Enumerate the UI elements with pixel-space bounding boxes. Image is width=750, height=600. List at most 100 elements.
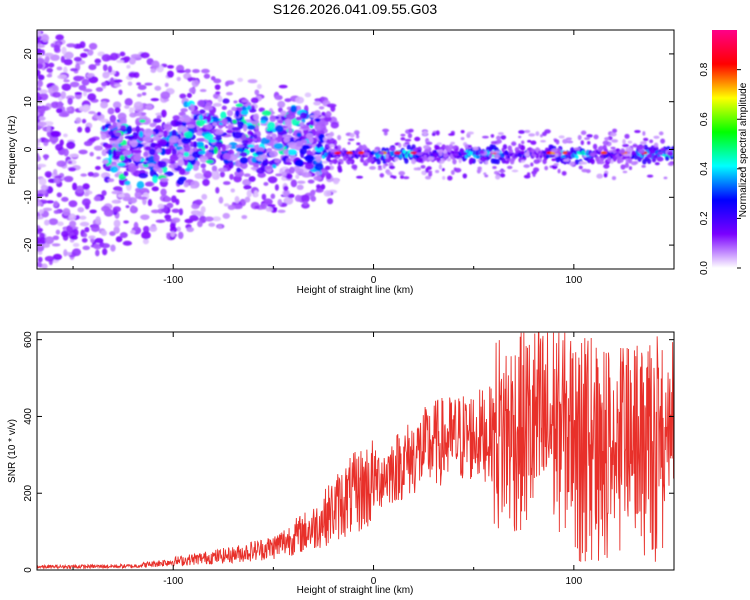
spectral-blob: [265, 165, 271, 170]
spectral-blob: [290, 179, 298, 188]
spectral-blob: [227, 204, 236, 211]
spectral-blob: [355, 155, 359, 159]
spectral-blob: [277, 120, 284, 124]
spectral-blob: [67, 160, 73, 165]
spectral-blob: [667, 162, 674, 166]
spectral-blob: [128, 162, 137, 171]
spectral-blob: [295, 167, 304, 175]
spectral-blob: [274, 94, 283, 101]
spectral-blob: [254, 89, 260, 96]
spectral-blob: [211, 129, 217, 133]
spectral-blob: [607, 156, 611, 163]
spectral-blob: [646, 158, 652, 165]
spectral-blob: [178, 231, 184, 240]
y-tick-label: -10: [23, 190, 34, 205]
spectral-blob: [295, 174, 300, 180]
spectral-blob: [183, 182, 189, 188]
spectral-blob: [37, 200, 43, 207]
spectral-blob: [369, 166, 376, 170]
spectral-blob: [578, 165, 583, 170]
spectral-blob: [55, 229, 61, 235]
spectral-blob: [243, 184, 252, 190]
spectral-blob: [446, 157, 452, 162]
spectral-blob: [56, 160, 67, 168]
spectral-blob: [620, 164, 626, 170]
spectral-blob: [270, 193, 276, 200]
spectral-blob: [421, 170, 427, 176]
spectral-blob: [38, 209, 44, 214]
spectral-blob: [295, 96, 305, 104]
spectral-blob: [507, 165, 513, 170]
spectral-blob: [109, 114, 117, 123]
spectral-blob: [119, 51, 126, 57]
spectral-blob: [309, 190, 315, 198]
spectral-blob: [353, 130, 360, 135]
spectral-blob: [133, 154, 142, 162]
spectral-blob: [66, 225, 73, 233]
spectral-blob: [139, 130, 144, 138]
spectral-blob: [148, 148, 156, 156]
spectral-blob: [70, 235, 78, 240]
spectral-blob: [526, 150, 530, 155]
spectral-blob: [39, 236, 47, 245]
spectral-blob: [72, 248, 82, 257]
spectral-blob: [313, 101, 321, 106]
spectral-blob: [249, 148, 256, 153]
spectral-blob: [498, 169, 506, 173]
spectral-blob: [256, 83, 262, 90]
spectral-blob: [460, 149, 465, 154]
spectral-blob: [110, 244, 116, 252]
spectral-blob: [531, 148, 535, 153]
spectral-blob: [211, 216, 222, 222]
spectral-blob: [37, 57, 45, 65]
spectral-blob: [294, 194, 302, 202]
spectral-blob: [558, 135, 565, 139]
spectral-blob: [375, 154, 380, 159]
spectral-blob: [553, 163, 559, 166]
spectral-blob: [334, 145, 339, 150]
spectral-blob: [160, 148, 166, 156]
spectral-blob: [79, 52, 88, 58]
spectral-blob: [95, 249, 100, 257]
spectral-blob: [83, 104, 91, 112]
spectral-blob: [244, 196, 251, 203]
spectral-blob: [153, 154, 160, 162]
spectral-blob: [283, 149, 289, 155]
spectral-blob: [261, 193, 267, 201]
spectral-blob: [619, 149, 626, 154]
spectral-blob: [82, 91, 88, 97]
spectral-blob: [222, 212, 231, 219]
spectral-blob: [37, 91, 41, 97]
spectral-blob: [76, 76, 85, 80]
spectral-blob: [102, 248, 108, 256]
spectral-blob: [347, 141, 351, 145]
spectral-blob: [584, 137, 591, 141]
spectral-blob: [205, 159, 214, 164]
spectral-blob: [77, 207, 85, 213]
spectral-blob: [142, 225, 150, 233]
spectral-blob: [436, 142, 443, 146]
spectral-blob: [236, 167, 241, 173]
spectral-blob: [296, 184, 304, 190]
spectral-blob: [81, 118, 87, 124]
spectral-blob: [230, 188, 236, 193]
spectral-blob: [186, 92, 192, 98]
spectral-blob: [56, 192, 62, 198]
snr-y-label: SNR (10 * v/v): [7, 419, 18, 483]
spectral-blob: [649, 149, 655, 155]
spectral-blob: [156, 115, 162, 119]
spectral-blob: [209, 146, 214, 150]
spectral-blob: [501, 147, 505, 153]
spectral-blob: [580, 140, 585, 146]
spectral-blob: [92, 172, 100, 178]
spectral-blob: [112, 206, 122, 213]
spectral-blob: [603, 163, 610, 169]
spectral-blob: [57, 101, 64, 109]
spectral-blob: [102, 160, 109, 164]
spectral-blob: [565, 137, 572, 141]
spectral-blob: [404, 138, 412, 142]
spectral-blob: [304, 154, 315, 163]
spectral-blob: [394, 157, 399, 162]
spectral-blob: [261, 153, 267, 161]
spectral-blob: [180, 114, 191, 123]
